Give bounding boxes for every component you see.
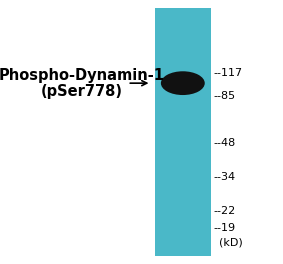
Text: --34: --34 bbox=[214, 172, 236, 182]
Text: --19: --19 bbox=[214, 223, 236, 233]
Text: --117: --117 bbox=[214, 68, 243, 78]
Text: (kD): (kD) bbox=[219, 238, 243, 248]
Ellipse shape bbox=[161, 71, 205, 95]
Text: Phospho-Dynamin-1: Phospho-Dynamin-1 bbox=[0, 68, 165, 83]
Text: --85: --85 bbox=[214, 91, 236, 101]
Text: --48: --48 bbox=[214, 138, 236, 148]
Bar bbox=[155, 8, 211, 256]
Text: (pSer778): (pSer778) bbox=[41, 84, 123, 98]
Text: --22: --22 bbox=[214, 206, 236, 216]
